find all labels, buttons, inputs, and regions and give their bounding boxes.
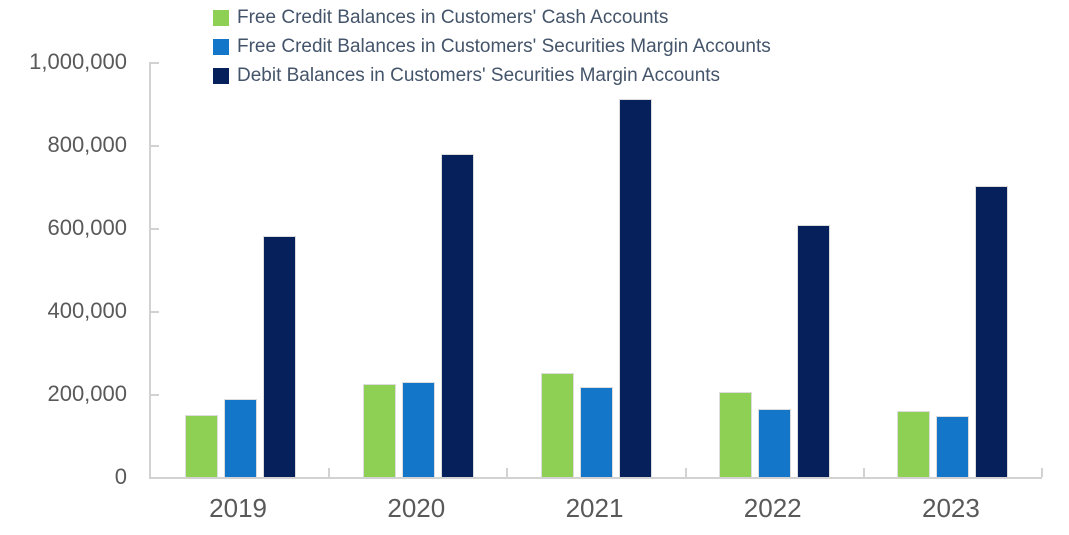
bar-group-2019 <box>151 62 329 477</box>
x-axis-tick <box>1041 468 1043 477</box>
legend-item-margin-debit: Debit Balances in Customers' Securities … <box>213 63 771 88</box>
bar-group-2023 <box>864 62 1042 477</box>
legend-item-margin-free-credit: Free Credit Balances in Customers' Secur… <box>213 34 771 59</box>
legend-item-cash-free-credit: Free Credit Balances in Customers' Cash … <box>213 5 771 30</box>
bar-cash-free-credit-2021 <box>541 373 574 477</box>
bar-group-2021 <box>507 62 685 477</box>
bar-margin-free-credit-2019 <box>223 399 257 477</box>
y-axis: 0 200,000 400,000 600,000 800,000 1,000,000 <box>0 0 127 535</box>
y-axis-label-400000: 400,000 <box>47 298 127 323</box>
plot-area <box>149 62 1043 479</box>
x-axis-tick <box>328 468 331 477</box>
legend-swatch-margin-free-credit-icon <box>213 38 229 55</box>
bar-group-2022 <box>686 62 864 477</box>
bar-margin-free-credit-2022 <box>758 408 792 477</box>
bar-margin-debit-2022 <box>797 225 831 477</box>
bar-margin-debit-2023 <box>975 186 1009 477</box>
y-axis-label-0: 0 <box>114 464 127 489</box>
bar-margin-debit-2019 <box>262 236 296 477</box>
bar-group-2020 <box>329 62 507 477</box>
legend-label-margin-free-credit: Free Credit Balances in Customers' Secur… <box>237 36 771 57</box>
y-axis-label-600000: 600,000 <box>47 215 127 240</box>
bar-cash-free-credit-2022 <box>719 391 753 477</box>
x-axis-label-2021: 2021 <box>565 493 624 523</box>
y-axis-tick <box>151 394 159 396</box>
x-axis-tick <box>684 468 687 477</box>
y-axis-tick <box>151 145 159 147</box>
y-axis-label-1000000: 1,000,000 <box>29 49 127 74</box>
y-axis-tick <box>151 228 159 230</box>
bar-margin-free-credit-2021 <box>580 387 613 477</box>
x-axis-tick <box>862 468 865 477</box>
x-axis: 2019 2020 2021 2022 2023 <box>149 494 1040 522</box>
bar-cash-free-credit-2023 <box>897 410 931 477</box>
chart-legend: Free Credit Balances in Customers' Cash … <box>213 5 771 92</box>
x-axis-label-2023: 2023 <box>921 493 980 523</box>
x-axis-label-2022: 2022 <box>743 493 802 523</box>
y-axis-tick <box>151 62 159 64</box>
bar-margin-debit-2020 <box>440 154 474 477</box>
bar-margin-debit-2021 <box>619 99 652 477</box>
x-axis-tick <box>506 468 509 477</box>
y-axis-label-200000: 200,000 <box>47 381 127 406</box>
x-axis-label-2020: 2020 <box>387 493 446 523</box>
legend-label-margin-debit: Debit Balances in Customers' Securities … <box>237 65 721 86</box>
bar-margin-free-credit-2020 <box>401 382 435 477</box>
legend-swatch-margin-debit-icon <box>213 67 229 84</box>
bar-margin-free-credit-2023 <box>936 415 970 477</box>
y-axis-tick <box>151 311 159 313</box>
legend-swatch-cash-free-credit-icon <box>213 9 229 26</box>
bar-cash-free-credit-2019 <box>184 414 218 477</box>
legend-label-cash-free-credit: Free Credit Balances in Customers' Cash … <box>237 7 669 28</box>
y-axis-label-800000: 800,000 <box>47 132 127 157</box>
x-axis-label-2019: 2019 <box>209 493 268 523</box>
bar-cash-free-credit-2020 <box>362 383 396 477</box>
